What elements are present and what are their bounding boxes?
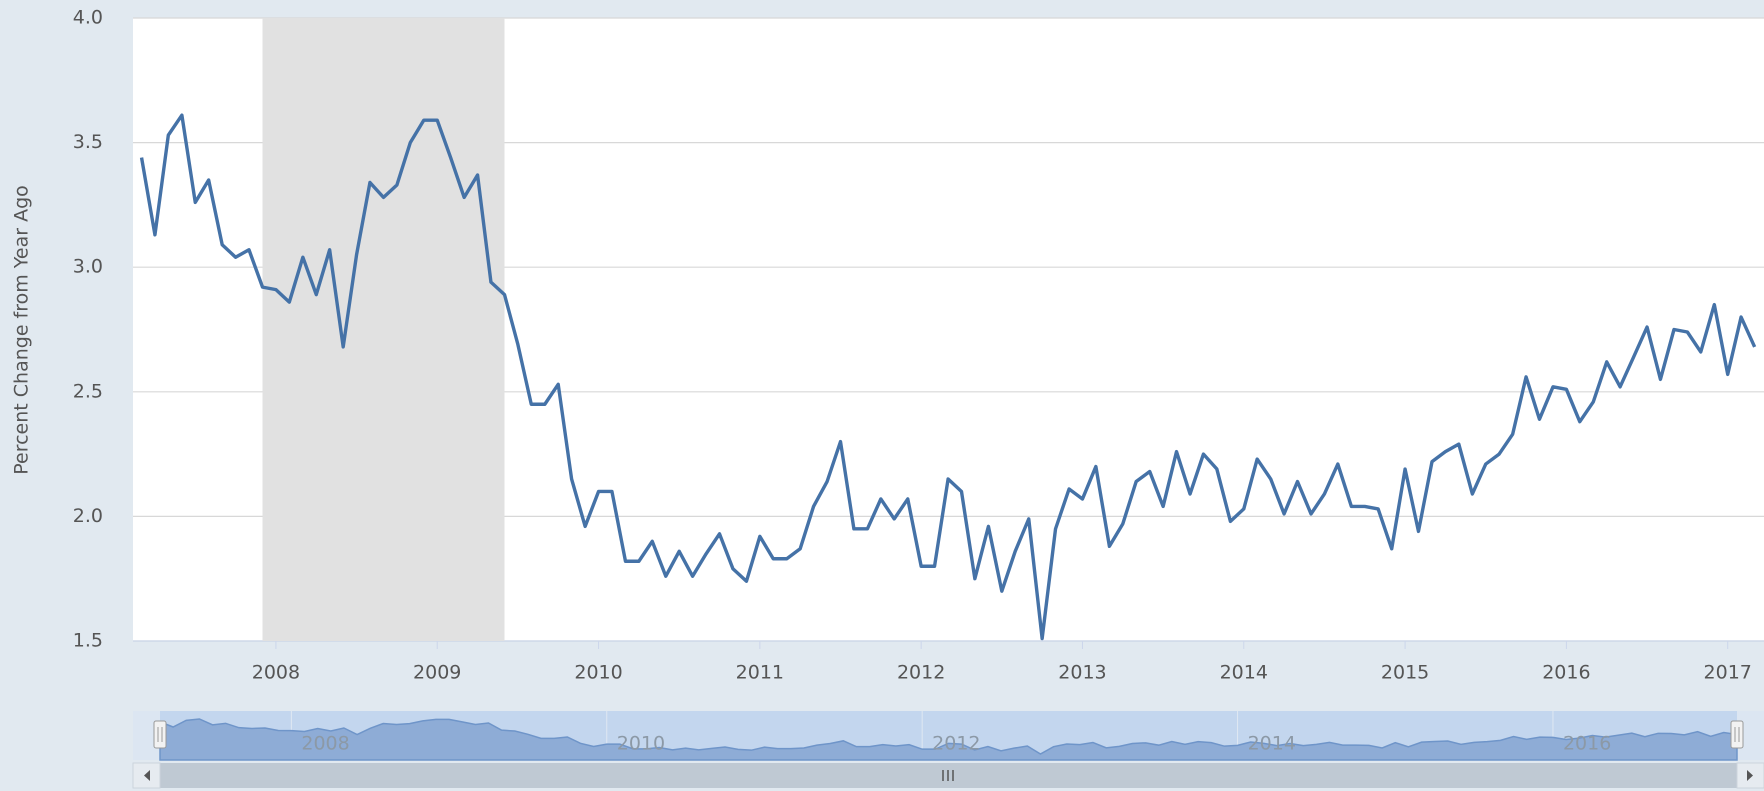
x-tick-label: 2015 bbox=[1381, 662, 1429, 684]
navigator: 2008 2010 2012 2014 2016 bbox=[133, 711, 1764, 761]
x-tick-label: 2011 bbox=[736, 662, 784, 684]
x-tick-label: 2014 bbox=[1220, 662, 1268, 684]
x-tick-label: 2009 bbox=[413, 662, 461, 684]
navigator-handle-grip bbox=[1734, 727, 1740, 742]
y-axis-title: Percent Change from Year Ago bbox=[11, 185, 33, 475]
navigator-area bbox=[159, 718, 1738, 761]
navigator-tick-label: 2008 bbox=[301, 733, 349, 755]
scroll-left-arrow bbox=[144, 770, 150, 781]
x-tick-label: 2016 bbox=[1542, 662, 1590, 684]
y-tick-label: 2.0 bbox=[73, 505, 103, 527]
x-tick-label: 2010 bbox=[574, 662, 622, 684]
x-tick-label: 2017 bbox=[1704, 662, 1752, 684]
navigator-handle-right[interactable] bbox=[1730, 720, 1744, 749]
x-tick-label: 2008 bbox=[252, 662, 300, 684]
x-tick-label: 2012 bbox=[897, 662, 945, 684]
recession-shade bbox=[262, 18, 505, 641]
scroll-right-arrow bbox=[1747, 770, 1753, 781]
series bbox=[139, 113, 1757, 641]
scrollbar-grip bbox=[942, 770, 954, 781]
navigator-tick-label: 2016 bbox=[1563, 733, 1611, 755]
y-tick-label: 4.0 bbox=[73, 7, 103, 29]
y-tick-label: 3.5 bbox=[73, 131, 103, 153]
y-tick-label: 3.0 bbox=[73, 256, 103, 278]
navigator-tick-label: 2014 bbox=[1248, 733, 1296, 755]
shades bbox=[262, 18, 505, 641]
navigator-tick-label: 2010 bbox=[617, 733, 665, 755]
series-line bbox=[139, 113, 1757, 641]
navigator-tick-label: 2012 bbox=[932, 733, 980, 755]
y-tick-label: 1.5 bbox=[73, 630, 103, 652]
y-tick-label: 2.5 bbox=[73, 380, 103, 402]
scrollbar bbox=[132, 762, 1764, 789]
x-tick-label: 2013 bbox=[1058, 662, 1106, 684]
navigator-handle-left[interactable] bbox=[153, 720, 167, 749]
navigator-handle-grip bbox=[157, 727, 163, 742]
